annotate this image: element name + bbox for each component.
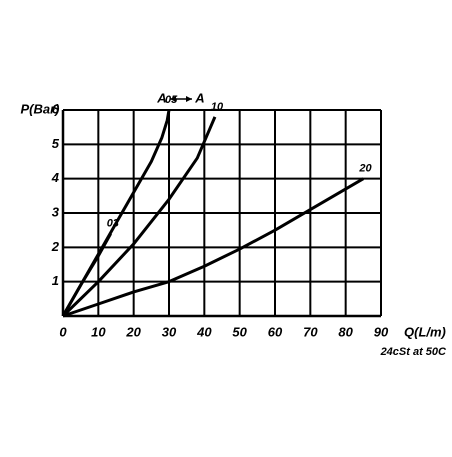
annotation: A — [194, 90, 204, 105]
y-tick-label: 1 — [52, 273, 59, 288]
y-tick-label: 3 — [52, 204, 60, 219]
x-tick-label: 30 — [162, 324, 177, 339]
arrow-head — [170, 96, 176, 102]
x-tick-label: 80 — [338, 324, 353, 339]
series-label: 20 — [358, 163, 372, 175]
x-tick-label: 40 — [196, 324, 212, 339]
x-tick-label: 90 — [374, 324, 389, 339]
y-tick-label: 6 — [52, 101, 60, 116]
x-axis-label: Q(L/m) — [404, 324, 446, 339]
y-tick-label: 2 — [51, 239, 60, 254]
y-axis-label: P(Bar) — [20, 101, 59, 116]
series-label: 05 — [165, 94, 178, 106]
series-label: 10 — [211, 101, 224, 113]
y-tick-label: 4 — [51, 170, 60, 185]
x-tick-label: 0 — [59, 324, 67, 339]
x-tick-label: 50 — [232, 324, 247, 339]
x-tick-label: 60 — [268, 324, 283, 339]
series-line — [61, 116, 217, 318]
x-tick-label: 20 — [125, 324, 141, 339]
arrow-head — [186, 96, 192, 102]
x-tick-label: 70 — [303, 324, 318, 339]
series-line — [61, 109, 171, 317]
y-tick-label: 5 — [52, 136, 60, 151]
series-line — [62, 177, 365, 318]
note: 24cSt at 50C — [380, 346, 447, 358]
annotation: A — [156, 90, 166, 105]
x-tick-label: 10 — [91, 324, 106, 339]
